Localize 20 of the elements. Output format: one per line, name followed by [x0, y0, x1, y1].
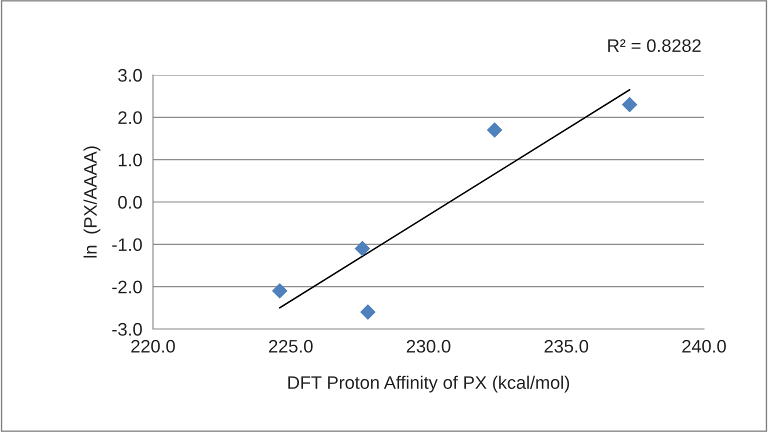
- x-tick-label: 225.0: [269, 340, 313, 353]
- point: [486, 122, 502, 138]
- y-tick-label: 2.0: [118, 111, 142, 124]
- y-tick-label: -2.0: [112, 280, 142, 294]
- y-tick-label: 1.0: [118, 154, 142, 166]
- point: [360, 304, 376, 320]
- point: [272, 283, 288, 299]
- x-tick-label: 240.0: [682, 340, 726, 353]
- x-tick-label: 220.0: [131, 340, 175, 353]
- x-tick-label: 230.0: [406, 340, 450, 353]
- point: [354, 240, 370, 256]
- text: R² = 0.8282: [608, 39, 701, 52]
- y-tick-label: -3.0: [112, 322, 142, 336]
- y-tick-label: 3.0: [118, 68, 142, 82]
- x-tick-label: 235.0: [544, 340, 588, 353]
- y-axis-title: ln (PX/AAAA): [84, 146, 100, 258]
- y-tick-label: 0.0: [118, 196, 142, 209]
- x-axis-title: DFT Proton Affinity of PX (kcal/mol): [288, 376, 570, 393]
- y-tick-label: -1.0: [112, 238, 142, 252]
- point: [622, 97, 638, 112]
